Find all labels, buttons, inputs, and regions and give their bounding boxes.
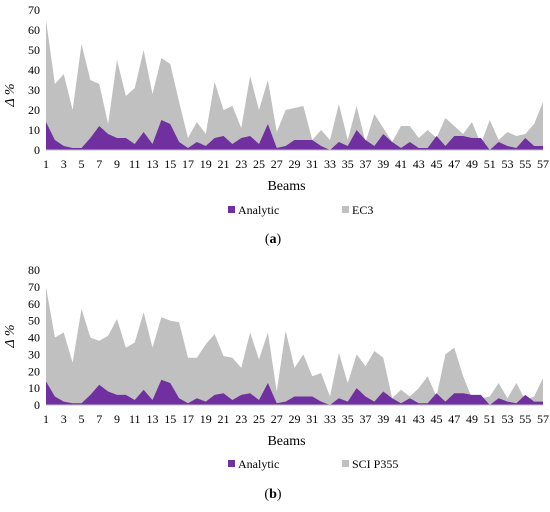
x-tick-label: 53: [502, 157, 514, 171]
x-axis-title: Beams: [267, 434, 305, 449]
x-tick-label: 39: [377, 157, 389, 171]
x-tick-label: 15: [164, 157, 176, 171]
x-tick-label: 21: [218, 412, 230, 426]
y-tick-label: 30: [28, 83, 40, 97]
x-tick-label: 27: [271, 412, 283, 426]
x-tick-label: 33: [324, 157, 336, 171]
x-tick-label: 41: [395, 412, 407, 426]
y-tick-label: 60: [28, 23, 40, 37]
y-tick-label: 20: [28, 103, 40, 117]
x-tick-label: 49: [466, 412, 478, 426]
x-tick-label: 47: [448, 157, 460, 171]
x-tick-label: 5: [79, 412, 85, 426]
y-tick-label: 30: [28, 347, 40, 361]
x-tick-label: 5: [79, 157, 85, 171]
area-series-sci-p355: [46, 286, 543, 405]
y-axis-title: Δ %: [3, 324, 18, 348]
x-tick-label: 23: [235, 157, 247, 171]
x-tick-label: 53: [502, 412, 514, 426]
area-series-analytic: [46, 120, 543, 150]
x-tick-label: 37: [360, 157, 372, 171]
y-tick-label: 50: [28, 314, 40, 328]
y-tick-label: 80: [28, 263, 40, 277]
legend-swatch: [228, 206, 235, 213]
x-tick-label: 13: [147, 157, 159, 171]
x-tick-label: 3: [61, 412, 67, 426]
legend-label: SCI P355: [352, 457, 398, 471]
legend-label: Analytic: [238, 457, 279, 471]
x-tick-label: 51: [484, 412, 496, 426]
y-tick-label: 70: [28, 280, 40, 294]
x-tick-label: 25: [253, 157, 265, 171]
x-tick-label: 29: [289, 157, 301, 171]
legend-swatch: [342, 206, 349, 213]
x-tick-label: 33: [324, 412, 336, 426]
x-tick-label: 55: [519, 157, 531, 171]
y-tick-label: 10: [28, 381, 40, 395]
x-tick-label: 43: [413, 412, 425, 426]
x-tick-label: 55: [519, 412, 531, 426]
x-tick-label: 19: [200, 157, 212, 171]
x-tick-label: 9: [114, 412, 120, 426]
x-tick-label: 21: [218, 157, 230, 171]
x-tick-label: 27: [271, 157, 283, 171]
x-tick-label: 35: [342, 412, 354, 426]
x-tick-label: 37: [360, 412, 372, 426]
x-tick-label: 51: [484, 157, 496, 171]
y-tick-label: 10: [28, 123, 40, 137]
legend-label: Analytic: [238, 203, 279, 217]
x-axis-title: Beams: [267, 179, 305, 194]
y-tick-label: 20: [28, 364, 40, 378]
x-tick-label: 9: [114, 157, 120, 171]
x-tick-label: 17: [182, 157, 194, 171]
y-tick-label: 0: [34, 398, 40, 412]
y-tick-label: 0: [34, 143, 40, 157]
area-series-analytic: [46, 379, 543, 405]
x-tick-label: 19: [200, 412, 212, 426]
x-tick-label: 45: [431, 157, 443, 171]
x-tick-label: 25: [253, 412, 265, 426]
x-tick-label: 29: [289, 412, 301, 426]
panel-caption: (a): [265, 232, 282, 247]
x-tick-label: 31: [306, 157, 318, 171]
x-tick-label: 35: [342, 157, 354, 171]
area-series-ec3: [46, 20, 543, 150]
x-tick-label: 15: [164, 412, 176, 426]
y-tick-label: 70: [28, 3, 40, 17]
x-tick-label: 31: [306, 412, 318, 426]
x-tick-label: 1: [43, 157, 49, 171]
panel-caption: (b): [264, 487, 281, 502]
x-tick-label: 57: [537, 412, 549, 426]
y-tick-label: 40: [28, 331, 40, 345]
x-tick-label: 47: [448, 412, 460, 426]
x-tick-label: 43: [413, 157, 425, 171]
y-tick-label: 60: [28, 297, 40, 311]
x-tick-label: 39: [377, 412, 389, 426]
y-tick-label: 40: [28, 63, 40, 77]
y-tick-label: 50: [28, 43, 40, 57]
x-tick-label: 41: [395, 157, 407, 171]
x-tick-label: 3: [61, 157, 67, 171]
x-tick-label: 23: [235, 412, 247, 426]
x-tick-label: 7: [96, 412, 102, 426]
x-tick-label: 11: [129, 157, 141, 171]
legend-swatch: [228, 460, 235, 467]
x-tick-label: 57: [537, 157, 549, 171]
x-tick-label: 7: [96, 157, 102, 171]
legend-label: EC3: [352, 203, 373, 217]
x-tick-label: 1: [43, 412, 49, 426]
x-tick-label: 17: [182, 412, 194, 426]
x-tick-label: 49: [466, 157, 478, 171]
x-tick-label: 45: [431, 412, 443, 426]
x-tick-label: 13: [147, 412, 159, 426]
legend-swatch: [342, 460, 349, 467]
x-tick-label: 11: [129, 412, 141, 426]
y-axis-title: Δ %: [3, 83, 18, 107]
